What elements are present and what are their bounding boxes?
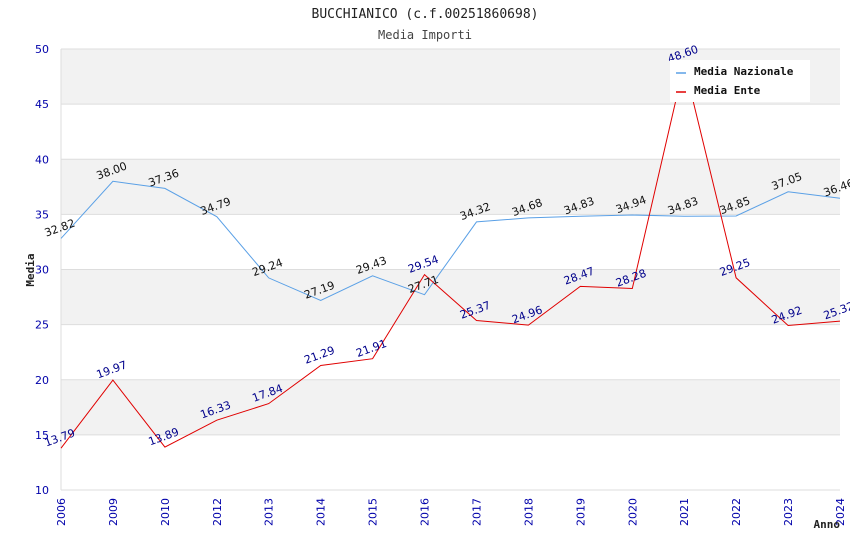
x-tick-label: 2016 xyxy=(419,498,432,526)
y-axis-label: Media xyxy=(24,253,37,286)
plot-background xyxy=(61,49,840,490)
plot-band xyxy=(61,104,840,160)
x-tick-label: 2006 xyxy=(55,498,68,526)
x-tick-label: 2010 xyxy=(159,498,172,526)
x-tick-label: 2014 xyxy=(315,498,328,526)
x-tick-label: 2009 xyxy=(107,498,120,526)
y-tick-label: 15 xyxy=(35,429,49,442)
x-tick-label: 2018 xyxy=(522,498,535,526)
x-tick-label: 2024 xyxy=(834,498,847,526)
y-tick-label: 25 xyxy=(35,319,49,332)
y-tick-label: 50 xyxy=(35,43,49,56)
x-axis-ticks: 2006 2009 2010 2012 2013 2014 2015 2016 2017 2018… xyxy=(55,498,847,526)
series-lines xyxy=(60,64,841,449)
plot-band xyxy=(61,434,840,490)
x-axis-label: Anno xyxy=(814,518,841,531)
plot-band xyxy=(61,159,840,215)
y-tick-label: 10 xyxy=(35,484,49,497)
x-tick-label: 2017 xyxy=(470,498,483,526)
plot-band xyxy=(61,214,840,270)
plot-band xyxy=(61,379,840,435)
y-tick-label: 40 xyxy=(35,153,49,166)
plot-band xyxy=(61,324,840,380)
x-tick-label: 2022 xyxy=(730,498,743,526)
legend-label-media-ente: Media Ente xyxy=(694,84,761,97)
x-tick-label: 2020 xyxy=(626,498,639,526)
x-tick-label: 2019 xyxy=(574,498,587,526)
y-tick-label: 30 xyxy=(35,264,49,277)
series-line-media-ente xyxy=(60,64,841,449)
legend-label-media-nazionale: Media Nazionale xyxy=(694,65,794,78)
y-tick-label: 35 xyxy=(35,208,49,221)
x-tick-label: 2012 xyxy=(211,498,224,526)
y-axis-ticks: 10 15 20 25 30 35 40 45 50 xyxy=(35,43,49,497)
series-line-media-nazionale xyxy=(60,180,841,302)
y-tick-label: 20 xyxy=(35,374,49,387)
chart-subtitle: Media Importi xyxy=(378,28,472,42)
chart-title: BUCCHIANICO (c.f.00251860698) xyxy=(312,7,539,22)
y-tick-label: 45 xyxy=(35,98,49,111)
legend: Media Nazionale Media Ente xyxy=(670,60,810,102)
gridlines xyxy=(60,48,840,491)
x-tick-label: 2021 xyxy=(678,498,691,526)
x-tick-label: 2023 xyxy=(782,498,795,526)
x-tick-label: 2013 xyxy=(263,498,276,526)
legend-box xyxy=(670,60,810,102)
x-tick-label: 2015 xyxy=(367,498,380,526)
